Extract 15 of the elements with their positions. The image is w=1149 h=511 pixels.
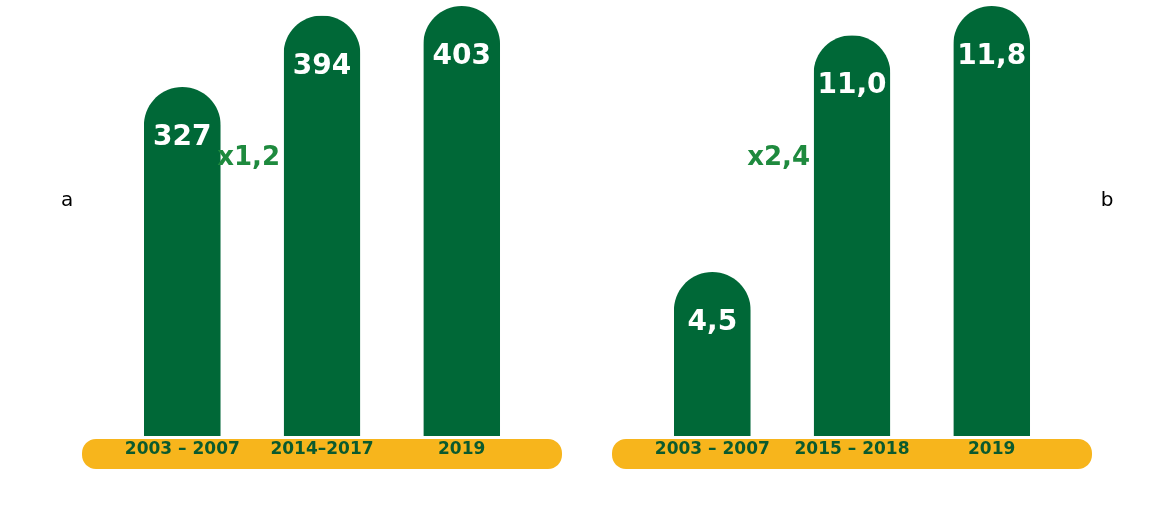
text: b [1100, 186, 1114, 211]
x-tick-label: 2003 – 2007 [654, 437, 770, 458]
text: a [60, 186, 74, 211]
x-tick-label: 2015 – 2018 [794, 437, 910, 458]
x-tick-label: 2019 [968, 437, 1016, 458]
data-label: 11,8 [957, 38, 1027, 71]
data-label: 403 [432, 38, 491, 71]
x-tick-label: 2019 [438, 437, 486, 458]
data-label: 394 [292, 47, 352, 81]
data-label: 4,5 [687, 304, 738, 338]
annotation: x2,4 [747, 140, 811, 171]
x-tick-label: 2003 – 2007 [124, 437, 240, 458]
data-label: 327 [153, 119, 212, 153]
data-label: 11,0 [817, 67, 887, 101]
x-tick-label: 2014–2017 [270, 437, 374, 458]
